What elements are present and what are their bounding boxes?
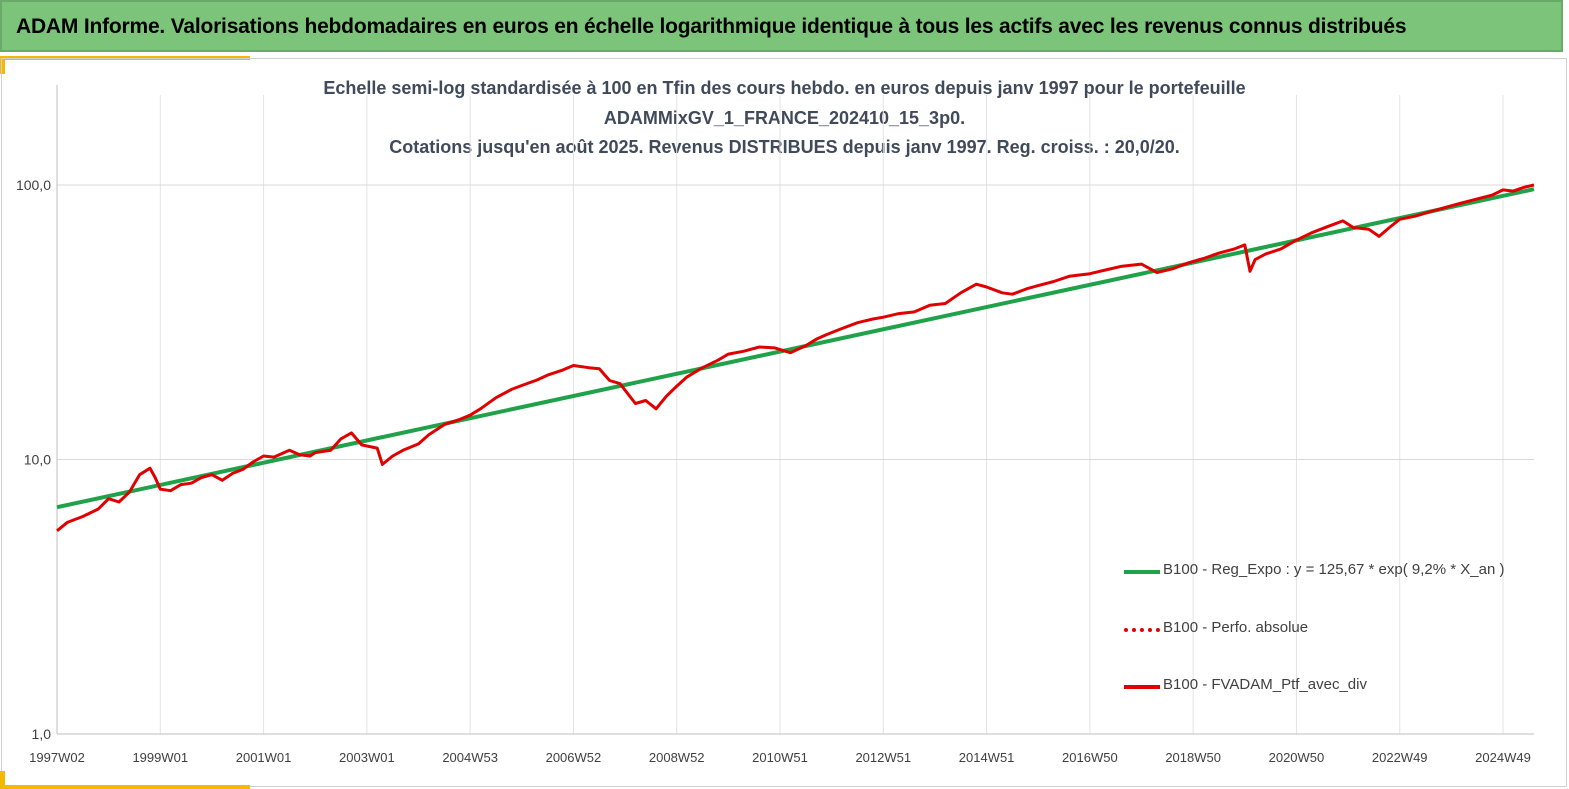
chart-title-line-3: Cotations jusqu'en août 2025. Revenus DI… (389, 137, 1180, 157)
chart-title-line-2: ADAMMixGV_1_FRANCE_202410_15_3p0. (603, 108, 966, 128)
legend-swatch-regression (1124, 570, 1160, 574)
legend-label-perfo: B100 - Perfo. absolue (1163, 619, 1309, 636)
header-banner: ADAM Informe. Valorisations hebdomadaire… (0, 0, 1563, 52)
x-tick-label: 2016W50 (1062, 750, 1118, 765)
x-tick-label: 2003W01 (339, 750, 395, 765)
legend-swatch-perfo (1124, 628, 1160, 632)
x-tick-label: 2024W49 (1475, 750, 1531, 765)
x-tick-label: 1997W02 (29, 750, 85, 765)
accent-bar-bottom (0, 785, 250, 789)
x-tick-label: 2006W52 (546, 750, 602, 765)
y-tick-label: 100,0 (16, 177, 51, 193)
x-tick-label: 2008W52 (649, 750, 705, 765)
x-tick-label: 2010W51 (752, 750, 808, 765)
x-tick-label: 2004W53 (442, 750, 498, 765)
chart-title-line-1: Echelle semi-log standardisée à 100 en T… (323, 78, 1246, 98)
series-line-2 (56, 183, 1535, 532)
x-tick-label: 2022W49 (1372, 750, 1428, 765)
accent-corner-top (0, 56, 5, 74)
y-tick-label: 10,0 (24, 452, 51, 468)
legend-label-regression: B100 - Reg_Expo : y = 125,67 * exp( 9,2%… (1163, 561, 1505, 578)
legend-swatch-portfolio (1124, 685, 1160, 689)
x-tick-label: 2020W50 (1269, 750, 1325, 765)
x-tick-label: 2018W50 (1165, 750, 1221, 765)
page-title: ADAM Informe. Valorisations hebdomadaire… (16, 15, 1407, 38)
accent-corner-bottom (0, 771, 5, 789)
x-tick-label: 2012W51 (855, 750, 911, 765)
y-tick-label: 1,0 (32, 726, 52, 742)
x-tick-label: 2001W01 (236, 750, 292, 765)
legend-label-portfolio: B100 - FVADAM_Ptf_avec_div (1163, 676, 1367, 693)
x-tick-label: 2014W51 (959, 750, 1015, 765)
chart-frame (1, 58, 1567, 787)
x-tick-label: 1999W01 (132, 750, 188, 765)
